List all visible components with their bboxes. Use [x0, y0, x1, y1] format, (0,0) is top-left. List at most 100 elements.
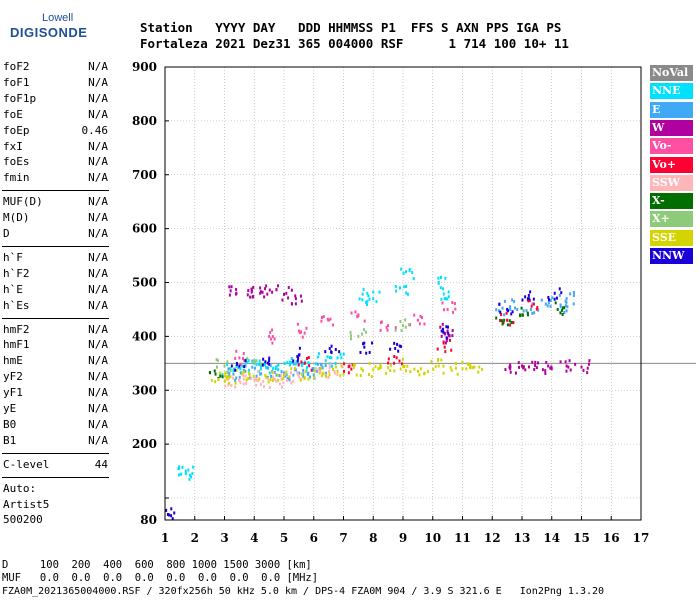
param-label: D [3, 227, 10, 240]
legend-item-x: X+ [650, 211, 693, 228]
data-point-speck [442, 330, 445, 334]
data-point [360, 367, 363, 371]
data-point-speck [255, 377, 258, 381]
data-point [535, 366, 538, 370]
data-point [559, 305, 562, 309]
data-point-speck [426, 370, 429, 374]
data-point-speck [340, 364, 343, 368]
data-point-speck [308, 375, 311, 379]
data-point-speck [230, 364, 233, 368]
data-point-speck [368, 361, 371, 365]
data-point-speck [394, 285, 397, 289]
param-label: h`F [3, 250, 23, 264]
data-point [580, 365, 583, 369]
data-point-speck [294, 294, 297, 298]
data-point-speck [514, 306, 517, 310]
data-point [565, 364, 568, 368]
data-point-speck [375, 300, 378, 304]
param-value: N/A [88, 211, 108, 225]
data-point-speck [281, 298, 284, 302]
data-point-speck [385, 371, 388, 375]
data-point-speck [358, 297, 361, 301]
data-point-speck [260, 372, 263, 376]
data-point [509, 305, 512, 309]
data-point-speck [286, 376, 289, 380]
data-point [318, 367, 321, 371]
data-point-speck [282, 377, 285, 381]
panel-divider [2, 245, 109, 247]
data-point-speck [334, 361, 337, 365]
param-value: N/A [88, 266, 108, 280]
y-tick-label: 900 [132, 60, 157, 74]
data-point [416, 318, 419, 322]
data-point [277, 368, 280, 372]
data-point-speck [368, 351, 371, 355]
data-point-speck [544, 371, 547, 375]
data-point [402, 324, 404, 328]
data-point-speck [234, 385, 237, 389]
data-point-speck [541, 368, 544, 372]
data-point-speck [253, 366, 256, 370]
legend-item-ssw: SSW [650, 174, 693, 191]
data-point-speck [312, 376, 315, 380]
data-point-speck [269, 378, 272, 382]
x-tick-label: 7 [339, 531, 347, 545]
param-label: M(D) [3, 211, 30, 225]
data-point [446, 307, 449, 311]
data-point-speck [560, 291, 563, 295]
data-point-speck [259, 367, 262, 371]
data-point [446, 329, 449, 333]
x-tick-label: 12 [484, 531, 501, 545]
data-point-speck [254, 377, 257, 381]
data-point-speck [504, 368, 507, 372]
data-point-speck [298, 371, 301, 375]
data-point-speck [272, 366, 275, 370]
data-point [503, 318, 506, 322]
x-tick-label: 11 [454, 531, 471, 545]
data-point-speck [266, 361, 269, 365]
data-point-speck [278, 382, 281, 386]
data-point-speck [537, 361, 540, 365]
data-point [404, 270, 407, 274]
data-point-speck [302, 361, 305, 365]
data-point-speck [529, 290, 532, 294]
data-point-speck [354, 310, 357, 314]
data-point-speck [280, 373, 283, 377]
data-point-speck [324, 374, 327, 378]
data-point-speck [402, 271, 405, 275]
data-point-speck [418, 322, 421, 326]
data-point [449, 366, 452, 370]
data-point-speck [363, 328, 366, 332]
param-label: foEs [3, 155, 30, 169]
data-point [184, 469, 187, 473]
param-value: N/A [88, 282, 108, 296]
param-label: yF2 [3, 370, 23, 384]
data-point-speck [401, 357, 404, 361]
data-point-speck [495, 316, 498, 320]
data-point-speck [246, 293, 249, 297]
data-point-speck [268, 288, 271, 292]
param-value: N/A [88, 155, 108, 169]
data-point-speck [450, 368, 453, 372]
data-point-speck [343, 362, 346, 366]
data-point-speck [547, 301, 550, 305]
data-point [250, 376, 253, 380]
param-label: h`E [3, 282, 23, 296]
data-point-speck [334, 365, 337, 369]
data-point-speck [294, 362, 297, 366]
data-point-speck [454, 307, 457, 311]
data-point-speck [387, 361, 390, 365]
data-point-speck [268, 385, 271, 389]
data-point-speck [311, 367, 314, 371]
x-tick-label: 17 [633, 531, 650, 545]
data-point-speck [298, 353, 301, 357]
data-point-speck [499, 310, 502, 314]
data-point-speck [221, 373, 224, 377]
data-point-speck [385, 325, 388, 329]
data-point-speck [386, 328, 389, 332]
data-point [300, 363, 303, 367]
data-point-speck [255, 374, 258, 378]
data-point-speck [398, 344, 401, 348]
data-point-speck [533, 311, 536, 315]
data-point-speck [320, 315, 323, 319]
